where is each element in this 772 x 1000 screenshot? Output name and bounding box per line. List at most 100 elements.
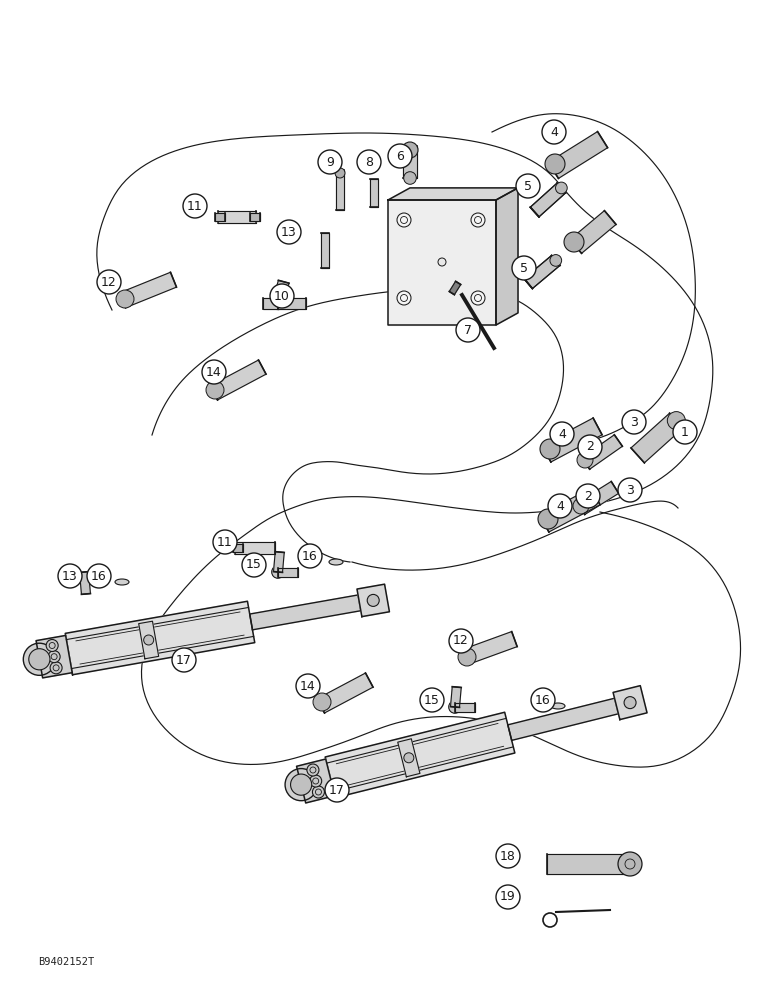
Circle shape (624, 697, 636, 709)
Circle shape (550, 255, 562, 266)
Circle shape (540, 439, 560, 459)
Circle shape (29, 649, 50, 670)
Circle shape (512, 256, 536, 280)
Circle shape (576, 484, 600, 508)
Circle shape (172, 648, 196, 672)
Circle shape (550, 422, 574, 446)
Text: 13: 13 (62, 570, 78, 582)
Circle shape (202, 360, 226, 384)
Circle shape (397, 213, 411, 227)
Polygon shape (388, 188, 518, 200)
Polygon shape (66, 601, 255, 675)
Circle shape (296, 674, 320, 698)
Polygon shape (80, 572, 90, 594)
Circle shape (628, 416, 644, 432)
Polygon shape (542, 418, 602, 462)
Text: 16: 16 (91, 570, 107, 582)
Circle shape (298, 544, 322, 568)
Polygon shape (321, 232, 329, 267)
Circle shape (87, 564, 111, 588)
Circle shape (48, 651, 60, 663)
Circle shape (270, 284, 294, 308)
Circle shape (116, 290, 134, 308)
Polygon shape (524, 255, 560, 289)
Circle shape (471, 213, 485, 227)
Circle shape (578, 435, 602, 459)
Circle shape (564, 232, 584, 252)
Text: 17: 17 (329, 784, 345, 796)
Circle shape (290, 774, 312, 795)
Circle shape (496, 885, 520, 909)
Text: 2: 2 (584, 489, 592, 502)
Circle shape (673, 420, 697, 444)
Circle shape (58, 564, 82, 588)
Text: 19: 19 (500, 890, 516, 904)
Polygon shape (398, 739, 420, 777)
Polygon shape (388, 200, 496, 325)
Circle shape (577, 452, 593, 468)
Circle shape (50, 662, 62, 674)
Circle shape (420, 688, 444, 712)
Text: 1: 1 (681, 426, 689, 438)
Text: 6: 6 (396, 149, 404, 162)
Circle shape (242, 553, 266, 577)
Circle shape (622, 410, 646, 434)
Text: 4: 4 (558, 428, 566, 440)
Text: 12: 12 (101, 275, 117, 288)
Circle shape (335, 168, 345, 178)
Circle shape (357, 150, 381, 174)
Text: 8: 8 (365, 155, 373, 168)
Circle shape (456, 318, 480, 342)
Text: 11: 11 (217, 536, 233, 548)
Circle shape (313, 693, 331, 711)
Ellipse shape (23, 643, 56, 675)
Circle shape (46, 639, 58, 651)
Ellipse shape (285, 769, 317, 801)
Polygon shape (273, 280, 289, 304)
Polygon shape (463, 632, 517, 664)
Text: 17: 17 (176, 654, 192, 666)
Circle shape (573, 498, 589, 514)
Text: 7: 7 (464, 324, 472, 336)
Polygon shape (325, 712, 515, 798)
Circle shape (449, 701, 462, 713)
Circle shape (545, 154, 565, 174)
Polygon shape (524, 255, 560, 289)
Text: 5: 5 (524, 180, 532, 192)
Polygon shape (250, 213, 260, 221)
Circle shape (516, 174, 540, 198)
Circle shape (667, 412, 686, 430)
Polygon shape (273, 552, 284, 572)
Text: 12: 12 (453, 635, 469, 648)
Polygon shape (547, 854, 629, 874)
Polygon shape (36, 635, 73, 678)
Circle shape (367, 594, 379, 606)
Text: 11: 11 (187, 200, 203, 213)
Circle shape (404, 172, 416, 184)
Circle shape (388, 144, 412, 168)
Text: 18: 18 (500, 850, 516, 862)
Circle shape (272, 296, 285, 310)
Polygon shape (540, 488, 600, 532)
Polygon shape (548, 132, 608, 178)
Circle shape (542, 120, 566, 144)
Polygon shape (613, 686, 647, 720)
Circle shape (624, 484, 640, 500)
Polygon shape (577, 481, 618, 515)
Circle shape (404, 753, 414, 763)
Circle shape (277, 220, 301, 244)
Polygon shape (317, 673, 373, 713)
Polygon shape (210, 360, 266, 400)
Circle shape (618, 478, 642, 502)
Text: 4: 4 (556, 499, 564, 512)
Circle shape (449, 629, 473, 653)
Circle shape (310, 775, 322, 787)
Text: 9: 9 (326, 155, 334, 168)
Polygon shape (581, 435, 622, 469)
Text: 4: 4 (550, 125, 558, 138)
Text: 3: 3 (626, 484, 634, 496)
Polygon shape (336, 170, 344, 210)
Polygon shape (449, 281, 461, 295)
Circle shape (144, 635, 154, 645)
Polygon shape (278, 298, 306, 308)
